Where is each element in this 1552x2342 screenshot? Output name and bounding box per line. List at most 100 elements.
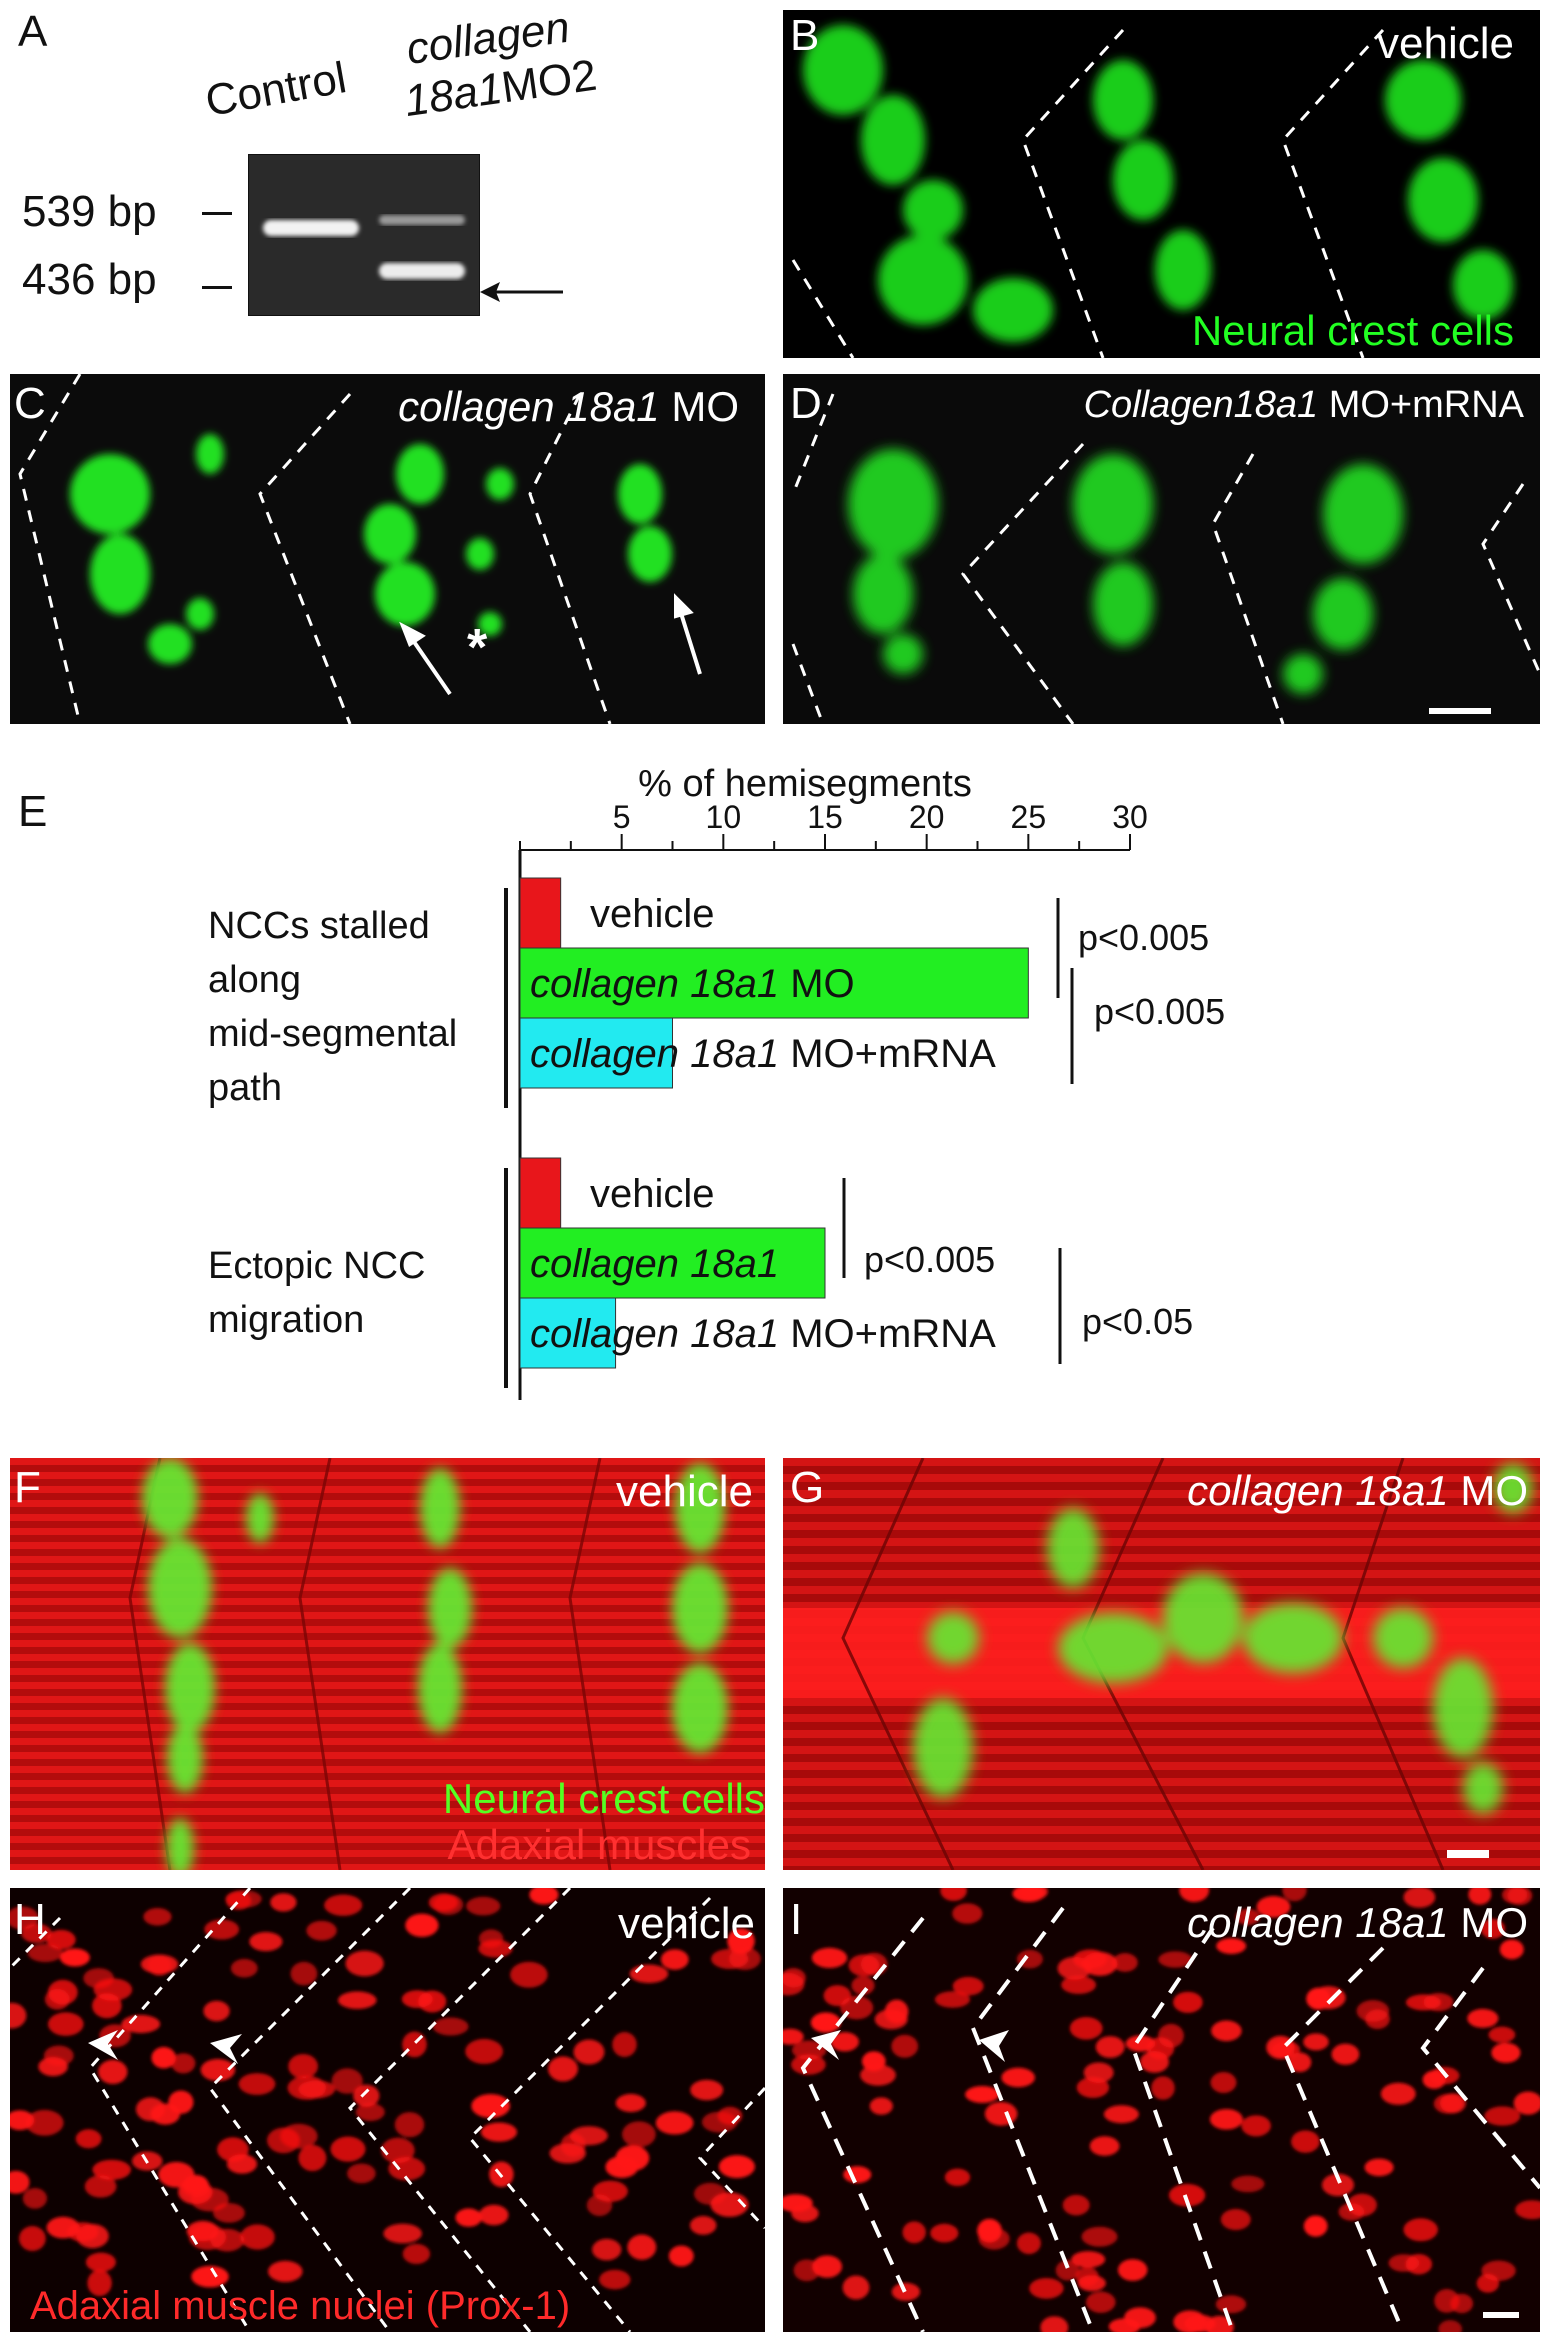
nucleus [1306, 1987, 1331, 2010]
nucleus [1484, 2106, 1521, 2126]
nucleus [230, 1958, 258, 1978]
nucleus [655, 2111, 694, 2135]
nucleus [92, 1993, 122, 2019]
nucleus [965, 2086, 1000, 2103]
nucleus [75, 2129, 102, 2149]
nucleus [1075, 2267, 1099, 2287]
bar-label: vehicle [590, 1172, 715, 1216]
bar [519, 947, 1029, 1019]
nucleus [1347, 2193, 1377, 2217]
nucleus [200, 2058, 236, 2082]
nucleus [353, 2084, 380, 2107]
nucleus [690, 2079, 724, 2101]
nucleus [783, 1972, 805, 1996]
nucleus [140, 1954, 179, 1974]
panel-b-stain-label: Neural crest cells [1191, 307, 1514, 354]
nucleus [25, 2109, 64, 2136]
pvalue-label: p<0.05 [1082, 1301, 1193, 1342]
panel-label-e: E [18, 787, 48, 836]
nucleus [455, 2208, 483, 2227]
nucleus [668, 2245, 694, 2267]
panel-f-stain-red: Adaxial muscles [447, 1821, 751, 1868]
nucleus [573, 2039, 605, 2065]
nucleus [812, 2255, 843, 2278]
nucleus [1256, 1896, 1291, 1918]
nucleus [394, 2112, 425, 2138]
nucleus [1095, 2036, 1125, 2058]
group-name-line: mid-segmental [208, 1013, 457, 1055]
panel-label-d: D [790, 379, 822, 428]
bar-label: collagen 18a1 MO+mRNA [530, 1032, 996, 1076]
nucleus [615, 2093, 646, 2113]
nucleus [290, 1961, 318, 1986]
nucleus [548, 2056, 578, 2082]
x-tick-label: 15 [807, 799, 843, 835]
nucleus [85, 2252, 116, 2272]
nucleus [466, 1896, 501, 1916]
nucleus [121, 2014, 161, 2034]
panel-c-image: collagen 18a1 MO * [10, 374, 765, 724]
nucleus [98, 2059, 128, 2084]
nucleus [727, 1928, 755, 1955]
panel-h-image: vehicle Adaxial muscle nuclei (Prox-1) [10, 1888, 765, 2332]
panel-h-stain-label: Adaxial muscle nuclei (Prox-1) [30, 2284, 571, 2328]
nucleus [87, 2269, 112, 2297]
nucleus [401, 1990, 433, 2008]
panel-label-c: C [14, 379, 46, 428]
nucleus [1040, 2316, 1069, 2332]
bar [519, 1227, 826, 1299]
nucleus [151, 2046, 176, 2069]
nucleus [792, 2040, 827, 2060]
nucleus [1403, 2218, 1438, 2242]
panel-f-stain-green: Neural crest cells [442, 1775, 765, 1822]
nucleus [1062, 2194, 1090, 2216]
nucleus [930, 2223, 959, 2243]
nucleus [83, 1968, 114, 1989]
nucleus [22, 2188, 47, 2209]
nucleus [324, 1894, 363, 1916]
nucleus [851, 1976, 875, 1995]
nucleus [810, 2012, 841, 2033]
nucleus [884, 1999, 909, 2024]
nucleus [615, 2145, 650, 2171]
pvalue-label: p<0.005 [1078, 917, 1209, 958]
nucleus [203, 2000, 230, 2022]
nucleus [1488, 2026, 1516, 2043]
nucleus [1380, 2082, 1416, 2105]
nucleus [188, 2224, 227, 2250]
panel-f-condition: vehicle [616, 1467, 753, 1516]
group-name-line: path [208, 1067, 282, 1109]
nucleus [1215, 2295, 1247, 2314]
nucleus [1405, 2254, 1433, 2275]
bar [519, 1157, 562, 1229]
pvalue-label: p<0.005 [864, 1239, 995, 1280]
nucleus [298, 2144, 327, 2172]
nucleus [43, 2045, 74, 2066]
nucleus [1103, 2105, 1139, 2124]
nucleus [529, 1888, 559, 1905]
panel-label-b: B [790, 11, 820, 60]
group-name-line: along [208, 959, 301, 1001]
nucleus [1029, 2278, 1064, 2299]
nucleus [622, 2121, 656, 2148]
x-tick-label: 5 [613, 799, 631, 835]
nucleus [689, 2216, 717, 2235]
nucleus [478, 1929, 504, 1948]
nucleus [46, 1929, 76, 1950]
nucleus [710, 2192, 749, 2217]
nucleus [1209, 2109, 1243, 2130]
nucleus [978, 2228, 1010, 2250]
nucleus [204, 1919, 240, 1940]
x-axis-title: % of hemisegments [638, 763, 972, 805]
nucleus [1515, 2200, 1540, 2220]
nucleus [1499, 1939, 1524, 1960]
nucleus [10, 2170, 30, 2194]
nucleus [1001, 2067, 1035, 2088]
nucleus [288, 2054, 318, 2079]
nucleus [217, 2137, 249, 2162]
nucleus [238, 2073, 276, 2095]
nucleus [287, 2075, 327, 2100]
nucleus [860, 2064, 896, 2086]
nucleus [1140, 2051, 1169, 2073]
nucleus [660, 1949, 689, 1970]
